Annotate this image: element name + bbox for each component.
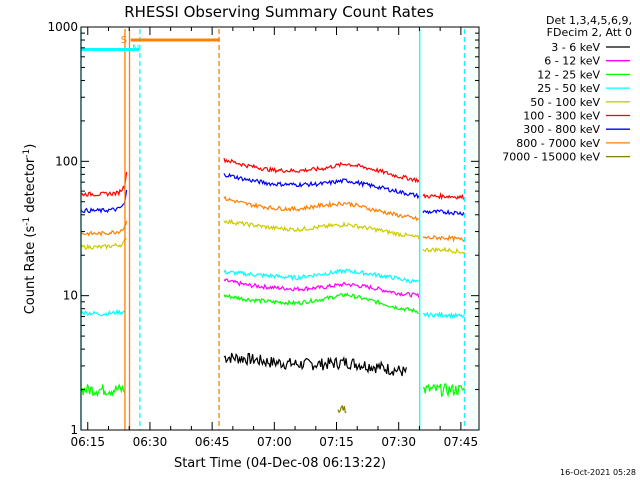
series-5-segment-2	[422, 191, 465, 201]
chart-title: RHESSI Observing Summary Count Rates	[124, 3, 434, 21]
series-2-segment-0	[80, 383, 126, 398]
y-axis-label: Count Rate (s-1 detector-1)	[22, 144, 38, 315]
x-tick-label-5: 07:30	[381, 435, 416, 449]
legend-header-line-0: Det 1,3,4,5,6,9,	[546, 14, 632, 27]
series-6-segment-2	[422, 209, 466, 216]
legend-label-5: 100 - 300 keV	[523, 110, 600, 123]
series-3-segment-1	[223, 268, 419, 284]
attenuator-bar-label: S	[121, 35, 127, 46]
series-2-segment-2	[422, 383, 466, 398]
series-6-segment-0	[80, 189, 128, 214]
series-0-segment-0	[223, 352, 407, 377]
generation-timestamp: 16-Oct-2021 05:28	[560, 468, 636, 477]
series-3-segment-0	[80, 308, 125, 317]
series-5-segment-1	[223, 157, 420, 184]
series-7-segment-0	[81, 220, 128, 237]
series-8-segment-0	[337, 404, 347, 414]
series-4-segment-0	[80, 237, 128, 250]
legend-label-4: 50 - 100 keV	[530, 96, 600, 109]
y-tick-label-3: 1000	[47, 20, 78, 34]
legend-label-1: 6 - 12 keV	[544, 55, 600, 68]
legend-header-line-1: FDecim 2, Att 0	[547, 26, 632, 39]
legend-label-0: 3 - 6 keV	[551, 41, 600, 54]
series-7-segment-1	[223, 195, 420, 222]
axes-layer: 06:15 06:30 06:45 07:00 07:15 07:30 07:45 1 10 10…	[47, 20, 479, 449]
nighttime-bar-label: N	[132, 43, 139, 54]
legend-label-6: 300 - 800 keV	[523, 123, 600, 136]
legend-label-3: 25 - 50 keV	[537, 82, 600, 95]
plot-frame	[80, 26, 480, 431]
x-tick-label-3: 07:00	[257, 435, 292, 449]
y-tick-label-0: 1	[70, 423, 78, 437]
x-axis-label: Start Time (04-Dec-08 06:13:22)	[174, 456, 386, 471]
series-4-segment-1	[223, 218, 420, 240]
y-tick-label-1: 10	[63, 289, 78, 303]
series-2-segment-1	[223, 292, 419, 314]
legend-label-2: 12 - 25 keV	[537, 68, 600, 81]
legend-label-8: 7000 - 15000 keV	[502, 151, 600, 164]
legend: Det 1,3,4,5,6,9,FDecim 2, Att 0 3 - 6 keV…	[502, 14, 632, 164]
series-7-segment-2	[422, 234, 465, 243]
series-layer	[80, 157, 466, 414]
bars-layer: SN	[81, 35, 220, 54]
series-6-segment-1	[223, 172, 420, 200]
x-tick-label-0: 06:15	[70, 435, 105, 449]
x-tick-label-4: 07:15	[319, 435, 354, 449]
series-5-segment-0	[80, 171, 128, 198]
y-tick-label-2: 100	[55, 154, 78, 168]
series-4-segment-2	[422, 246, 465, 254]
legend-label-7: 800 - 7000 keV	[516, 137, 600, 150]
x-tick-label-2: 06:45	[195, 435, 230, 449]
series-3-segment-2	[422, 311, 465, 320]
x-tick-label-6: 07:45	[444, 435, 479, 449]
series-1-segment-0	[223, 278, 420, 298]
x-tick-label-1: 06:30	[133, 435, 168, 449]
